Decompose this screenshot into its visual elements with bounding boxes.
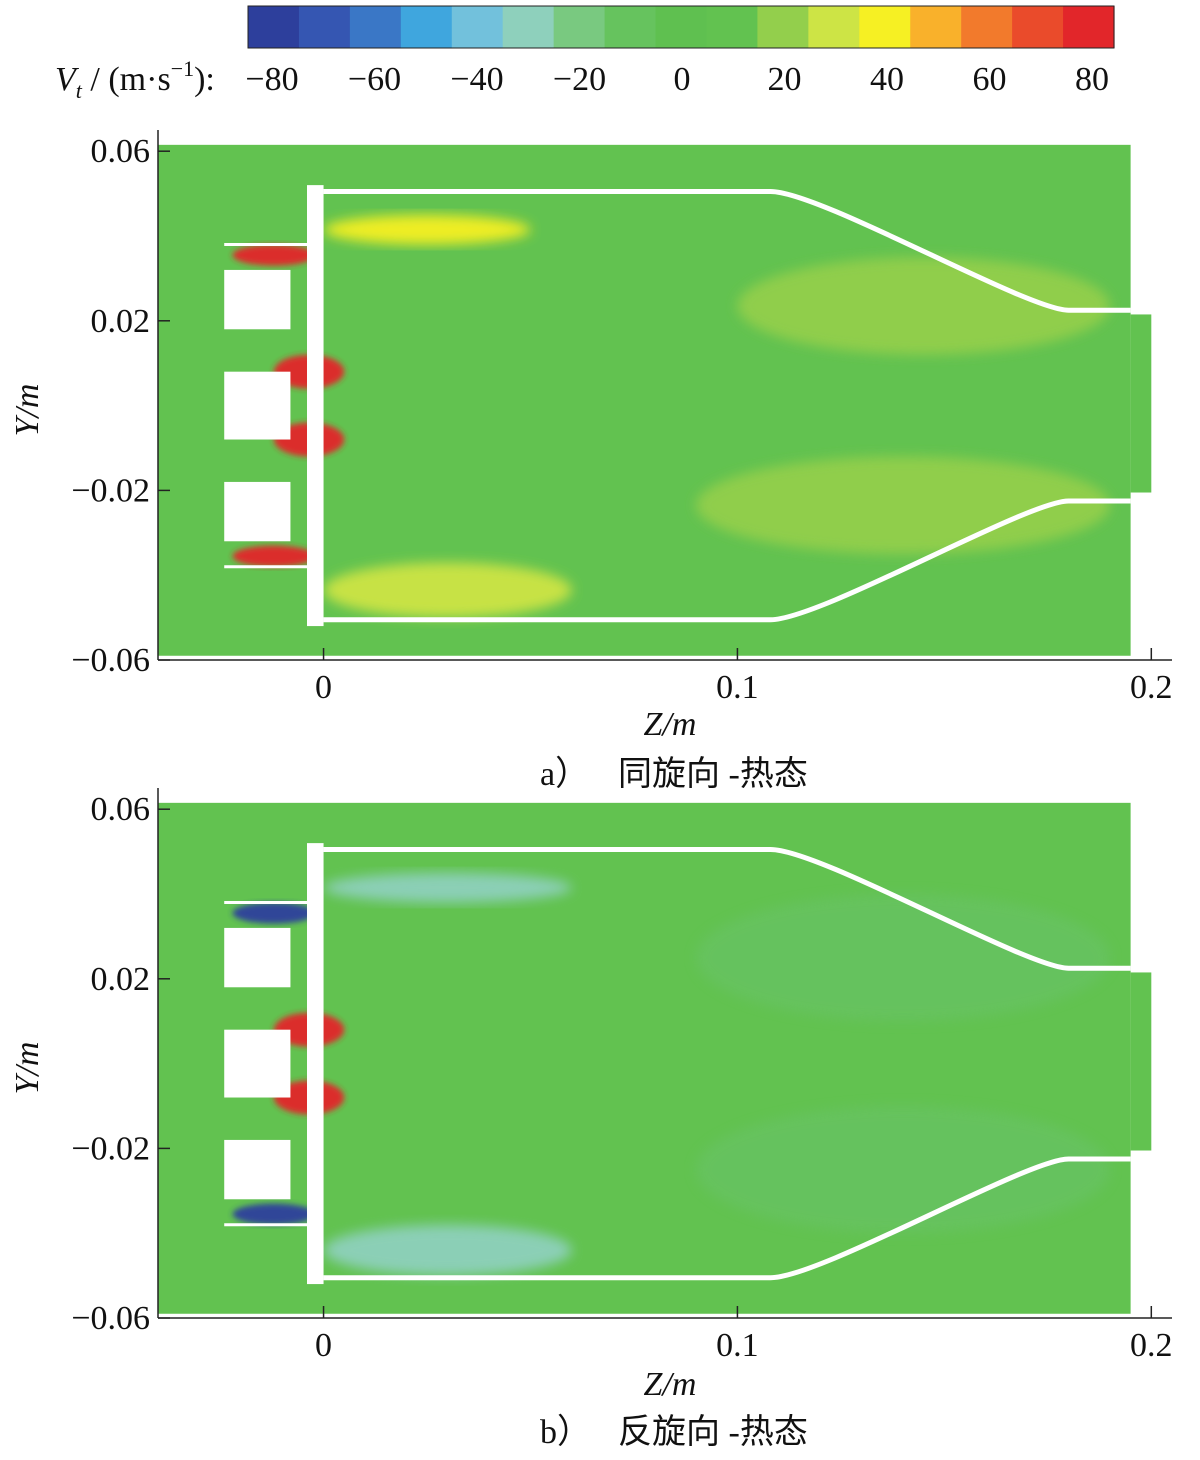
field-region xyxy=(232,545,316,567)
colorbar-label: Vt / (m·s−1): xyxy=(55,56,215,103)
colorbar-cell xyxy=(451,6,504,48)
swirler-body xyxy=(224,371,291,440)
panel-b-xlabel: Z/m xyxy=(644,1366,697,1403)
colorbar-tick-label: −60 xyxy=(348,61,401,98)
x-tick-label: 0.1 xyxy=(716,669,759,706)
panel-b-axes: 0.06 0.02 −0.02 −0.06 0 0.1 0.2 xyxy=(71,788,1173,1364)
y-tick-label: 0.06 xyxy=(91,791,151,828)
x-tick-label: 0.2 xyxy=(1130,1327,1173,1364)
panel-b-caption-text: 反旋向 -热态 xyxy=(618,1413,808,1451)
y-tick-label: −0.06 xyxy=(71,1300,150,1337)
x-tick-label: 0 xyxy=(315,669,332,706)
colorbar-cell xyxy=(248,6,300,48)
colorbar-label-subscript: t xyxy=(76,78,83,103)
y-tick-label: 0.02 xyxy=(91,961,151,998)
panel-b-caption-letter: b） xyxy=(540,1413,591,1451)
colorbar-cell xyxy=(604,6,657,48)
field-outlet xyxy=(1130,972,1152,1151)
liner-wall-top xyxy=(323,188,1131,313)
colorbar-cell xyxy=(553,6,606,48)
panel-b-ylabel: Y/m xyxy=(9,1042,46,1095)
swirler-body xyxy=(224,269,291,330)
liner-wall-bottom xyxy=(323,1156,1131,1281)
x-tick-label: 0.2 xyxy=(1130,669,1173,706)
colorbar-cell xyxy=(502,6,555,48)
colorbar: Vt / (m·s−1): −80 −60 −40 −20 0 20 40 60 80 xyxy=(55,5,1115,103)
colorbar-cell xyxy=(298,6,351,48)
colorbar-tick-label: −40 xyxy=(450,61,503,98)
panel-b: 0.06 0.02 −0.02 −0.06 0 0.1 0.2 Y/m Z/m b） 反旋向… xyxy=(9,788,1173,1451)
dome-plate xyxy=(306,843,324,1285)
colorbar-tick-label: 20 xyxy=(768,61,802,98)
panel-a-xlabel: Z/m xyxy=(644,706,697,743)
colorbar-cell xyxy=(400,6,453,48)
swirler-body xyxy=(224,1029,291,1098)
colorbar-cell xyxy=(1012,6,1064,48)
field-region xyxy=(323,872,572,903)
panel-a-ylabel: Y/m xyxy=(9,384,46,437)
colorbar-cell xyxy=(706,6,759,48)
colorbar-ticks: −80 −60 −40 −20 0 20 40 60 80 xyxy=(245,61,1109,98)
colorbar-tick-label: −20 xyxy=(553,61,606,98)
panel-a-combustor-geometry xyxy=(224,185,1131,627)
field-region xyxy=(232,1203,316,1225)
colorbar-tick-label: 80 xyxy=(1075,61,1109,98)
liner-wall-bottom xyxy=(323,498,1131,623)
field-background xyxy=(158,802,1131,1314)
colorbar-tick-label: 40 xyxy=(870,61,904,98)
colorbar-tick-label: 0 xyxy=(674,61,691,98)
field-outlet xyxy=(1130,314,1152,493)
field-region xyxy=(323,214,531,245)
colorbar-label-exp: −1 xyxy=(171,56,194,81)
swirler-body xyxy=(224,481,291,542)
dome-plate xyxy=(306,185,324,627)
field-region xyxy=(323,1224,572,1276)
y-tick-label: 0.06 xyxy=(91,133,151,170)
y-tick-label: −0.06 xyxy=(71,642,150,679)
panel-a-axes: 0.06 0.02 −0.02 −0.06 0 0.1 0.2 xyxy=(71,130,1173,706)
field-region xyxy=(696,1106,1110,1234)
field-background xyxy=(158,144,1131,656)
colorbar-label-units: (m·s xyxy=(108,61,170,98)
colorbar-frame xyxy=(247,5,1115,49)
colorbar-cells xyxy=(247,5,1115,49)
colorbar-cell xyxy=(757,6,809,48)
colorbar-cell xyxy=(910,6,962,48)
x-tick-label: 0.1 xyxy=(716,1327,759,1364)
field-region xyxy=(232,902,316,924)
colorbar-tick-label: −80 xyxy=(245,61,298,98)
swirler-body xyxy=(224,927,291,988)
panel-a-caption-letter: a） xyxy=(540,755,589,793)
field-region xyxy=(737,257,1110,355)
y-tick-label: −0.02 xyxy=(71,1130,150,1167)
colorbar-tick-label: 60 xyxy=(973,61,1007,98)
field-region xyxy=(696,456,1110,554)
colorbar-cell xyxy=(859,6,911,48)
panel-a-caption-text: 同旋向 -热态 xyxy=(618,755,808,793)
colorbar-cell xyxy=(655,6,708,48)
panel-a: 0.06 0.02 −0.02 −0.06 0 0.1 0.2 Y/m Z/m a） 同旋向… xyxy=(9,130,1173,793)
colorbar-cell xyxy=(961,6,1013,48)
swirler-body xyxy=(224,1139,291,1200)
x-tick-label: 0 xyxy=(315,1327,332,1364)
y-tick-label: 0.02 xyxy=(91,303,151,340)
panel-b-combustor-geometry xyxy=(224,843,1131,1285)
y-tick-label: −0.02 xyxy=(71,472,150,509)
colorbar-cell xyxy=(349,6,402,48)
field-region xyxy=(323,562,572,618)
colorbar-label-slash: / xyxy=(82,61,108,98)
colorbar-label-close: ): xyxy=(194,61,215,98)
field-region xyxy=(696,894,1110,1022)
colorbar-cell xyxy=(808,6,860,48)
field-region xyxy=(232,244,316,266)
colorbar-cell xyxy=(1063,6,1115,48)
liner-wall-top xyxy=(323,846,1131,971)
